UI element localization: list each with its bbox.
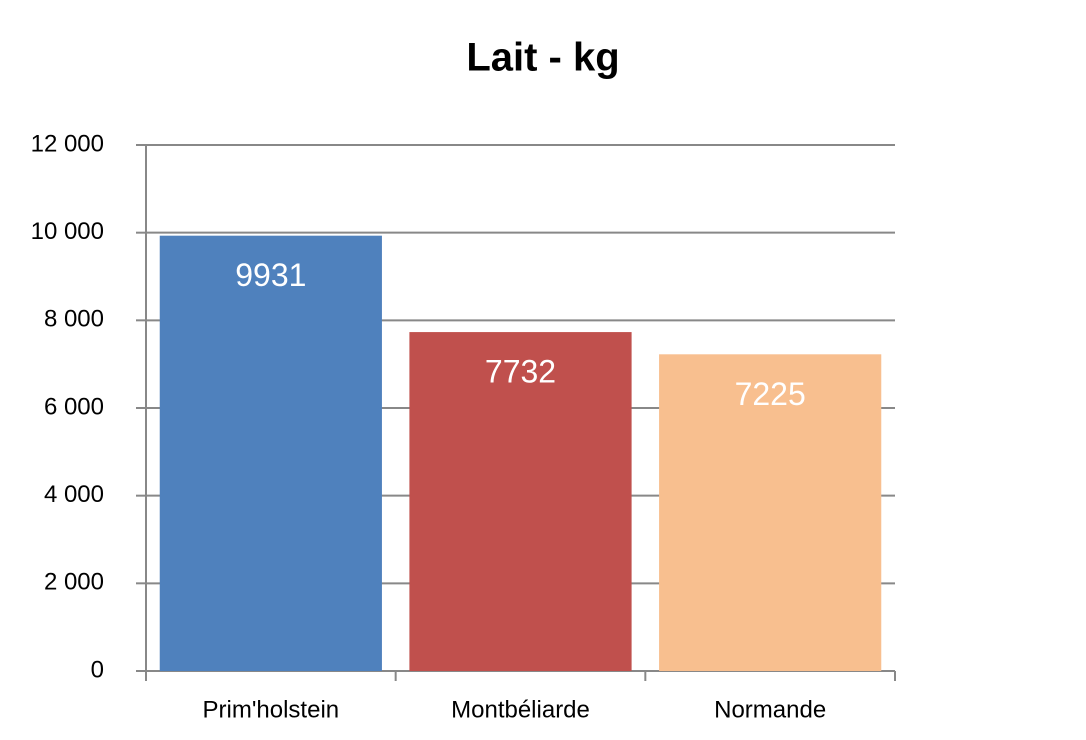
bar: [659, 354, 882, 671]
y-tick-label: 12 000: [31, 130, 104, 157]
data-label: 9931: [235, 257, 306, 293]
x-tick-label: Prim'holstein: [203, 696, 340, 723]
bar: [409, 332, 632, 671]
y-tick-label: 4 000: [44, 481, 104, 508]
data-label: 7225: [735, 376, 806, 412]
bar: [159, 235, 382, 671]
data-label: 7732: [485, 354, 556, 390]
y-tick-label: 8 000: [44, 306, 104, 333]
chart-title: Lait - kg: [466, 36, 619, 80]
y-tick-label: 6 000: [44, 393, 104, 420]
y-tick-label: 10 000: [31, 218, 104, 245]
y-tick-label: 2 000: [44, 569, 104, 596]
y-tick-label: 0: [91, 656, 104, 683]
x-tick-label: Normande: [714, 696, 826, 723]
x-tick-label: Montbéliarde: [451, 696, 590, 723]
